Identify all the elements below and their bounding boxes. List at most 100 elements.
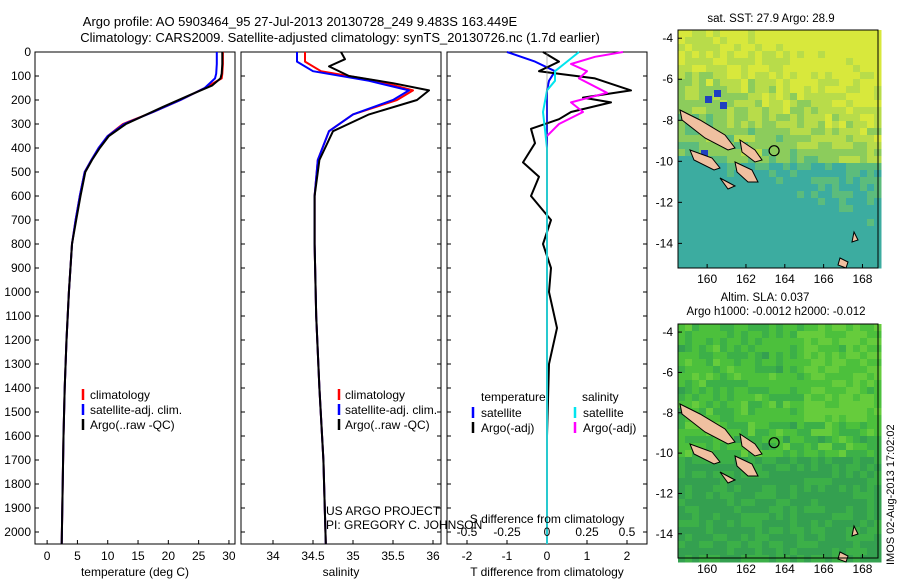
sla_map-cell <box>692 513 700 521</box>
sla_map-cell <box>727 499 735 507</box>
difference-s-xtick-label: -0.5 <box>457 525 478 539</box>
sst_map-cell <box>748 121 756 129</box>
sst_map-frame <box>677 29 879 269</box>
sst_map-cell <box>713 79 721 87</box>
sst_map-cell <box>692 65 700 73</box>
sst_map-cell <box>699 86 707 94</box>
sst_map-cell <box>790 121 798 129</box>
sst_map-cell <box>713 170 721 178</box>
sla_map-cell <box>818 394 826 402</box>
sla_map-cell <box>832 366 840 374</box>
sst_map-cell <box>706 121 714 129</box>
sla_map-cell <box>804 555 812 563</box>
sla_map-cell <box>755 373 763 381</box>
sst_map-cell <box>797 65 805 73</box>
sst_map-cell <box>755 191 763 199</box>
sst_map-cell <box>755 198 763 206</box>
sst_map-cell <box>699 65 707 73</box>
sst_map-cell <box>678 247 686 255</box>
sla_map-cell <box>762 436 770 444</box>
sst_map-cell <box>818 205 826 213</box>
sla_map-cell <box>720 541 728 549</box>
temperature-ytick-label: 1900 <box>4 501 31 515</box>
sla_map-cell <box>727 457 735 465</box>
sla_map-cell <box>685 324 693 332</box>
sst_map-cell <box>685 212 693 220</box>
sla_map-cell <box>769 555 777 563</box>
sla_map-cell <box>790 422 798 430</box>
sst_map-cell <box>727 212 735 220</box>
sla_map-cell <box>867 485 875 493</box>
sla_map-cell <box>678 520 686 528</box>
sst_map-cell <box>755 37 763 45</box>
sst_map-cell <box>755 205 763 213</box>
sst_map-cell <box>734 128 742 136</box>
sst_map-cell <box>748 142 756 150</box>
sst_map-cell <box>685 177 693 185</box>
sst_map-cell <box>769 58 777 66</box>
sla_map-cell <box>692 436 700 444</box>
sla_map-cell <box>706 387 714 395</box>
sst_map-cell <box>867 128 875 136</box>
sst_map-cell <box>692 212 700 220</box>
sst_map-cell <box>797 93 805 101</box>
sla_map-cell <box>853 499 861 507</box>
sla_map-cell <box>867 548 875 556</box>
sla_map-cell <box>699 492 707 500</box>
sst_map-cell <box>692 247 700 255</box>
sst_map-cell <box>818 212 826 220</box>
sst_map-cell <box>713 240 721 248</box>
sst_map-cell <box>846 135 854 143</box>
sla_map-cell <box>776 366 784 374</box>
sla_map-cell <box>762 338 770 346</box>
sla_map-cell <box>762 492 770 500</box>
sla_map-cell <box>699 548 707 556</box>
sst_map-cell <box>797 170 805 178</box>
sla_map-cell <box>776 506 784 514</box>
sla_map-cell <box>762 548 770 556</box>
sst_map-cell <box>839 44 847 52</box>
sst_map-cell <box>818 170 826 178</box>
sst_map-cell <box>797 100 805 108</box>
sla_map-cell <box>832 443 840 451</box>
sla_map-cell <box>867 324 875 332</box>
sla_map-cell <box>825 380 833 388</box>
sst_map-cell <box>720 107 728 115</box>
sla_map-cell <box>846 492 854 500</box>
sla_map-cell <box>804 513 812 521</box>
sla_map-cell <box>797 464 805 472</box>
sst_map-cell <box>853 72 861 80</box>
sst_map-cell <box>804 135 812 143</box>
sst_map-cell <box>720 65 728 73</box>
sla_map-cell <box>762 464 770 472</box>
sla_map-cell <box>769 478 777 486</box>
sla_map-cell <box>762 534 770 542</box>
sla_map-cell <box>699 338 707 346</box>
sla_map-cell <box>769 457 777 465</box>
sla_map-cell <box>699 345 707 353</box>
sla_map-cell <box>734 345 742 353</box>
sst_map-cell <box>762 149 770 157</box>
sla_map-cell <box>853 429 861 437</box>
sst_map-cell <box>783 93 791 101</box>
sst_map-cell <box>741 198 749 206</box>
sla_map-island <box>734 455 759 477</box>
sla_map-cell <box>853 324 861 332</box>
sla_map-cell <box>741 513 749 521</box>
sla_map-cell <box>818 492 826 500</box>
sst_map-cell <box>748 128 756 136</box>
sla_map-cell <box>685 499 693 507</box>
sla_map-cell <box>797 394 805 402</box>
sla_map-cell <box>685 478 693 486</box>
sla_map-cell <box>762 394 770 402</box>
sst_map-ytick-label: -6 <box>662 72 673 86</box>
sla_map-cell <box>839 408 847 416</box>
sla_map-cell <box>713 485 721 493</box>
sla_map-cell <box>769 401 777 409</box>
temperature-ytick-label: 400 <box>11 141 31 155</box>
sst_map-cell <box>727 30 735 38</box>
temperature-xlabel: temperature (deg C) <box>81 565 189 579</box>
sla_map-cell <box>839 345 847 353</box>
sla_map-cell <box>825 366 833 374</box>
sla_map-cell <box>846 471 854 479</box>
